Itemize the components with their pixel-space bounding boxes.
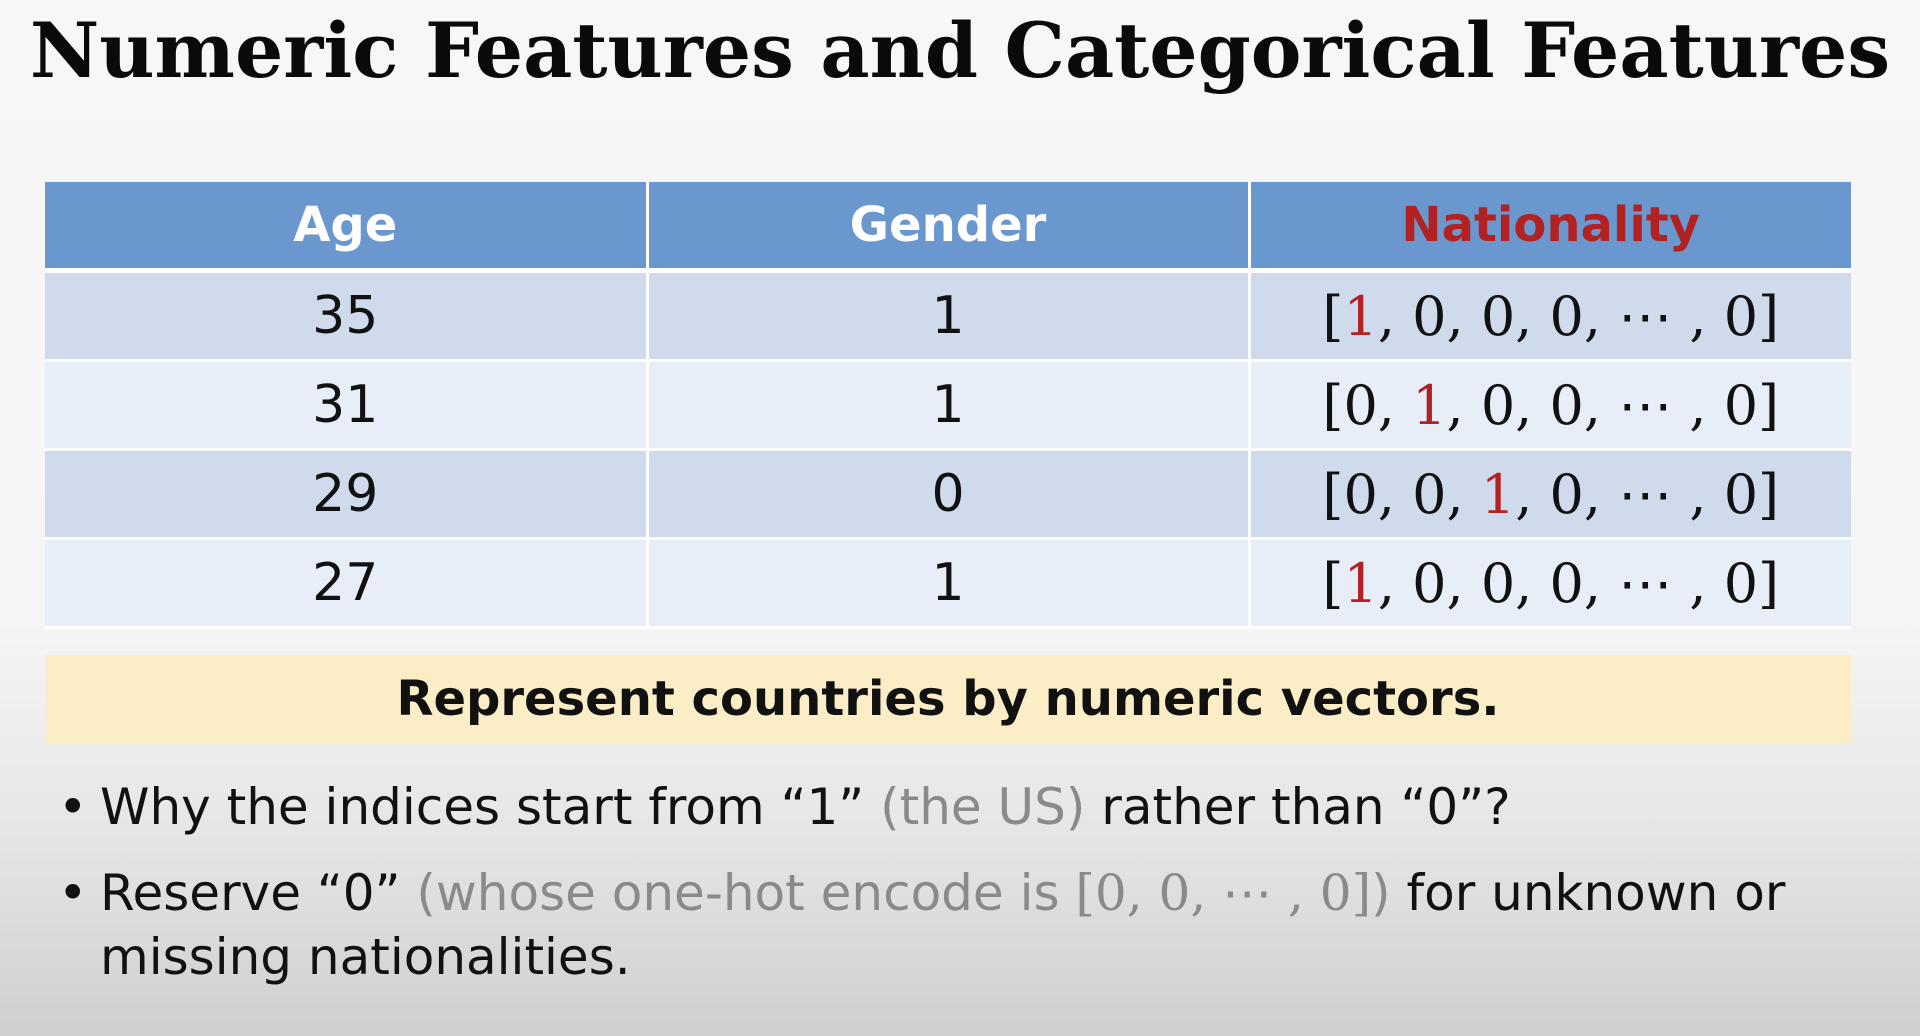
header-nationality: Nationality <box>1249 182 1851 273</box>
table-header-row: Age Gender Nationality <box>45 182 1851 273</box>
gender-cell: 1 <box>647 270 1251 362</box>
one-hot-entry: 1 <box>1343 551 1378 615</box>
vector-suffix: , 0, 0, 0, ⋯ , 0] <box>1377 284 1780 348</box>
age-cell: 31 <box>45 360 649 451</box>
bullet-item: • Why the indices start from “1” (the US… <box>58 775 1858 839</box>
gender-cell: 0 <box>647 449 1251 540</box>
age-cell: 29 <box>45 449 649 540</box>
vector-suffix: , 0, ⋯ , 0] <box>1515 462 1780 526</box>
vector-prefix: [0, 0, <box>1322 462 1481 526</box>
bullet-gray-note: ) <box>1371 864 1391 922</box>
bullet-dot: • <box>58 778 88 836</box>
gender-cell: 1 <box>647 538 1251 629</box>
nationality-vector-cell: [1, 0, 0, 0, ⋯ , 0] <box>1249 270 1851 362</box>
bullet-list: • Why the indices start from “1” (the US… <box>58 775 1858 1011</box>
nationality-vector-cell: [0, 1, 0, 0, ⋯ , 0] <box>1249 360 1851 451</box>
bullet-text: for unknown or missing nationalities. <box>100 864 1786 986</box>
nationality-vector-cell: [1, 0, 0, 0, ⋯ , 0] <box>1249 538 1851 629</box>
bullet-dot: • <box>58 864 88 922</box>
vector-prefix: [ <box>1322 551 1344 615</box>
table-row: 35 1 [1, 0, 0, 0, ⋯ , 0] <box>45 270 1851 362</box>
age-cell: 27 <box>45 538 649 629</box>
bullet-text: rather than “0”? <box>1085 778 1511 836</box>
one-hot-entry: 1 <box>1343 284 1378 348</box>
nationality-vector-cell: [0, 0, 1, 0, ⋯ , 0] <box>1249 449 1851 540</box>
bullet-item: • Reserve “0” (whose one-hot encode is [… <box>58 861 1858 989</box>
vector-prefix: [ <box>1322 284 1344 348</box>
one-hot-entry: 1 <box>1412 373 1447 437</box>
vector-suffix: , 0, 0, ⋯ , 0] <box>1446 373 1780 437</box>
table-row: 29 0 [0, 0, 1, 0, ⋯ , 0] <box>45 449 1851 540</box>
bullet-gray-note: (whose one-hot encode is <box>416 864 1076 922</box>
vector-suffix: , 0, 0, 0, ⋯ , 0] <box>1377 551 1780 615</box>
header-age: Age <box>45 182 649 273</box>
bullet-text: Why the indices start from “1” <box>100 778 881 836</box>
age-cell: 35 <box>45 270 649 362</box>
feature-table: Age Gender Nationality 35 1 [1, 0, 0, 0,… <box>45 182 1851 629</box>
one-hot-entry: 1 <box>1480 462 1516 526</box>
vector-prefix: [0, <box>1322 373 1413 437</box>
slide-title: Numeric Features and Categorical Feature… <box>29 6 1891 95</box>
bullet-text: Reserve “0” <box>100 864 417 922</box>
header-gender: Gender <box>647 182 1251 273</box>
gender-cell: 1 <box>647 360 1251 451</box>
zero-vector: [0, 0, ⋯ , 0] <box>1075 864 1372 922</box>
table-row: 31 1 [0, 1, 0, 0, ⋯ , 0] <box>45 360 1851 451</box>
bullet-gray-note: (the US) <box>880 778 1086 836</box>
table-row: 27 1 [1, 0, 0, 0, ⋯ , 0] <box>45 538 1851 629</box>
highlight-banner: Represent countries by numeric vectors. <box>45 655 1851 743</box>
